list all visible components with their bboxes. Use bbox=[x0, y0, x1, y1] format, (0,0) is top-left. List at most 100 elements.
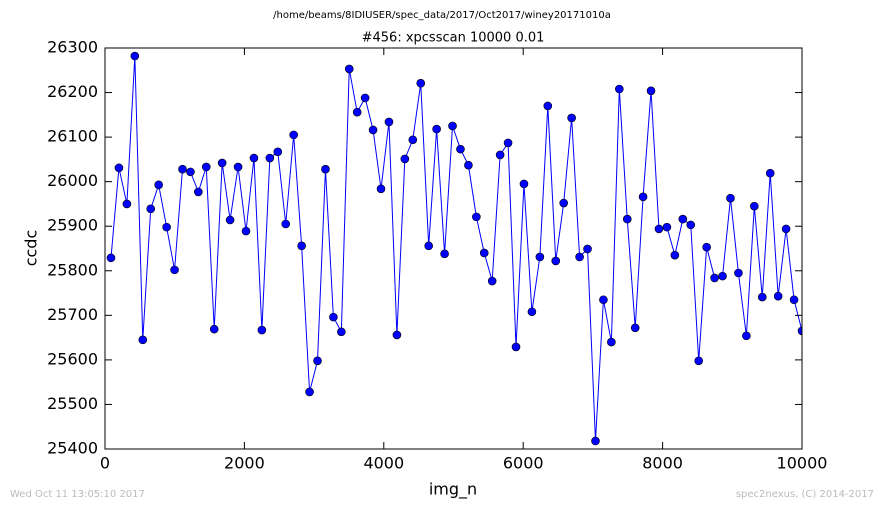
data-point bbox=[360, 93, 370, 103]
data-point bbox=[416, 78, 426, 88]
footer-right: spec2nexus, (C) 2014-2017 bbox=[736, 489, 874, 500]
data-point bbox=[217, 158, 227, 168]
data-point bbox=[178, 164, 187, 174]
axes-frame bbox=[104, 47, 803, 450]
y-tick-label: 25700 bbox=[47, 305, 98, 324]
data-point bbox=[630, 323, 640, 333]
data-point bbox=[329, 312, 338, 322]
data-point bbox=[241, 226, 251, 236]
suptitle: /home/beams/8IDIUSER/spec_data/2017/Oct2… bbox=[273, 10, 611, 21]
data-point bbox=[654, 224, 664, 234]
data-point bbox=[686, 220, 696, 230]
data-point bbox=[130, 51, 140, 61]
data-point bbox=[638, 192, 648, 202]
data-point bbox=[289, 130, 298, 140]
data-point bbox=[487, 276, 497, 286]
data-point bbox=[281, 219, 291, 229]
y-tick-label: 25500 bbox=[47, 394, 98, 413]
data-point bbox=[297, 241, 306, 251]
y-tick-label: 26000 bbox=[47, 171, 98, 190]
data-point bbox=[575, 252, 584, 262]
data-point bbox=[305, 387, 314, 397]
data-point bbox=[194, 187, 203, 197]
data-point bbox=[162, 222, 171, 232]
data-point bbox=[392, 330, 402, 340]
data-point bbox=[408, 135, 418, 145]
data-point bbox=[519, 179, 529, 189]
data-point bbox=[456, 144, 465, 154]
data-point bbox=[726, 193, 735, 203]
y-tick-label: 25400 bbox=[47, 439, 98, 458]
data-point bbox=[670, 250, 680, 260]
data-point bbox=[559, 198, 568, 208]
data-point bbox=[209, 324, 219, 334]
data-point bbox=[249, 153, 259, 163]
data-point bbox=[257, 325, 267, 335]
data-point bbox=[233, 162, 243, 172]
data-point bbox=[138, 335, 148, 345]
data-point bbox=[789, 295, 799, 305]
data-point bbox=[622, 214, 632, 224]
data-point bbox=[718, 271, 727, 281]
data-point bbox=[186, 167, 195, 177]
y-tick-label: 25600 bbox=[47, 349, 98, 368]
data-point bbox=[535, 252, 545, 262]
data-point bbox=[527, 307, 537, 317]
data-point bbox=[495, 150, 505, 160]
x-tick-label: 0 bbox=[100, 454, 110, 473]
data-point bbox=[273, 147, 283, 157]
data-point bbox=[543, 101, 553, 111]
data-point bbox=[479, 248, 489, 258]
data-point bbox=[440, 249, 449, 259]
data-point bbox=[511, 342, 521, 352]
x-tick-label: 6000 bbox=[503, 454, 544, 473]
data-point bbox=[464, 160, 473, 170]
data-point bbox=[750, 201, 759, 211]
data-point bbox=[321, 164, 330, 174]
data-point bbox=[472, 212, 481, 222]
data-point bbox=[225, 215, 235, 225]
data-point bbox=[757, 292, 767, 302]
data-point bbox=[646, 86, 656, 96]
data-point bbox=[201, 162, 211, 172]
data-point bbox=[154, 180, 163, 190]
y-axis-label: ccdc bbox=[22, 230, 41, 267]
data-point bbox=[368, 125, 378, 135]
data-point bbox=[122, 199, 132, 209]
data-point bbox=[734, 268, 743, 278]
data-line bbox=[110, 55, 802, 442]
data-point bbox=[591, 436, 600, 446]
data-point bbox=[551, 256, 561, 266]
data-point bbox=[710, 273, 719, 283]
y-tick-label: 26200 bbox=[47, 82, 98, 101]
data-point bbox=[376, 184, 386, 194]
data-point bbox=[781, 224, 791, 234]
data-point bbox=[400, 154, 410, 164]
data-point bbox=[615, 84, 624, 94]
data-point bbox=[114, 163, 124, 173]
data-point bbox=[599, 295, 608, 305]
data-point bbox=[432, 124, 441, 134]
x-axis-label: img_n bbox=[429, 480, 477, 500]
data-point bbox=[694, 356, 704, 366]
data-point bbox=[106, 253, 116, 263]
y-tick-label: 25900 bbox=[47, 216, 98, 235]
data-point bbox=[678, 214, 688, 224]
x-tick-label: 4000 bbox=[363, 454, 404, 473]
y-tick-label: 26100 bbox=[47, 127, 98, 146]
data-point bbox=[742, 331, 751, 341]
data-point bbox=[265, 153, 275, 163]
data-point bbox=[503, 138, 513, 148]
data-point bbox=[797, 326, 802, 336]
data-point bbox=[424, 241, 433, 251]
footer-left: Wed Oct 11 13:05:10 2017 bbox=[10, 489, 145, 500]
data-point bbox=[313, 356, 322, 366]
x-tick-label: 2000 bbox=[224, 454, 265, 473]
data-point bbox=[662, 222, 672, 232]
data-point bbox=[337, 327, 346, 337]
data-point bbox=[448, 121, 457, 131]
data-point bbox=[352, 107, 362, 117]
x-tick-label: 10000 bbox=[777, 454, 828, 473]
